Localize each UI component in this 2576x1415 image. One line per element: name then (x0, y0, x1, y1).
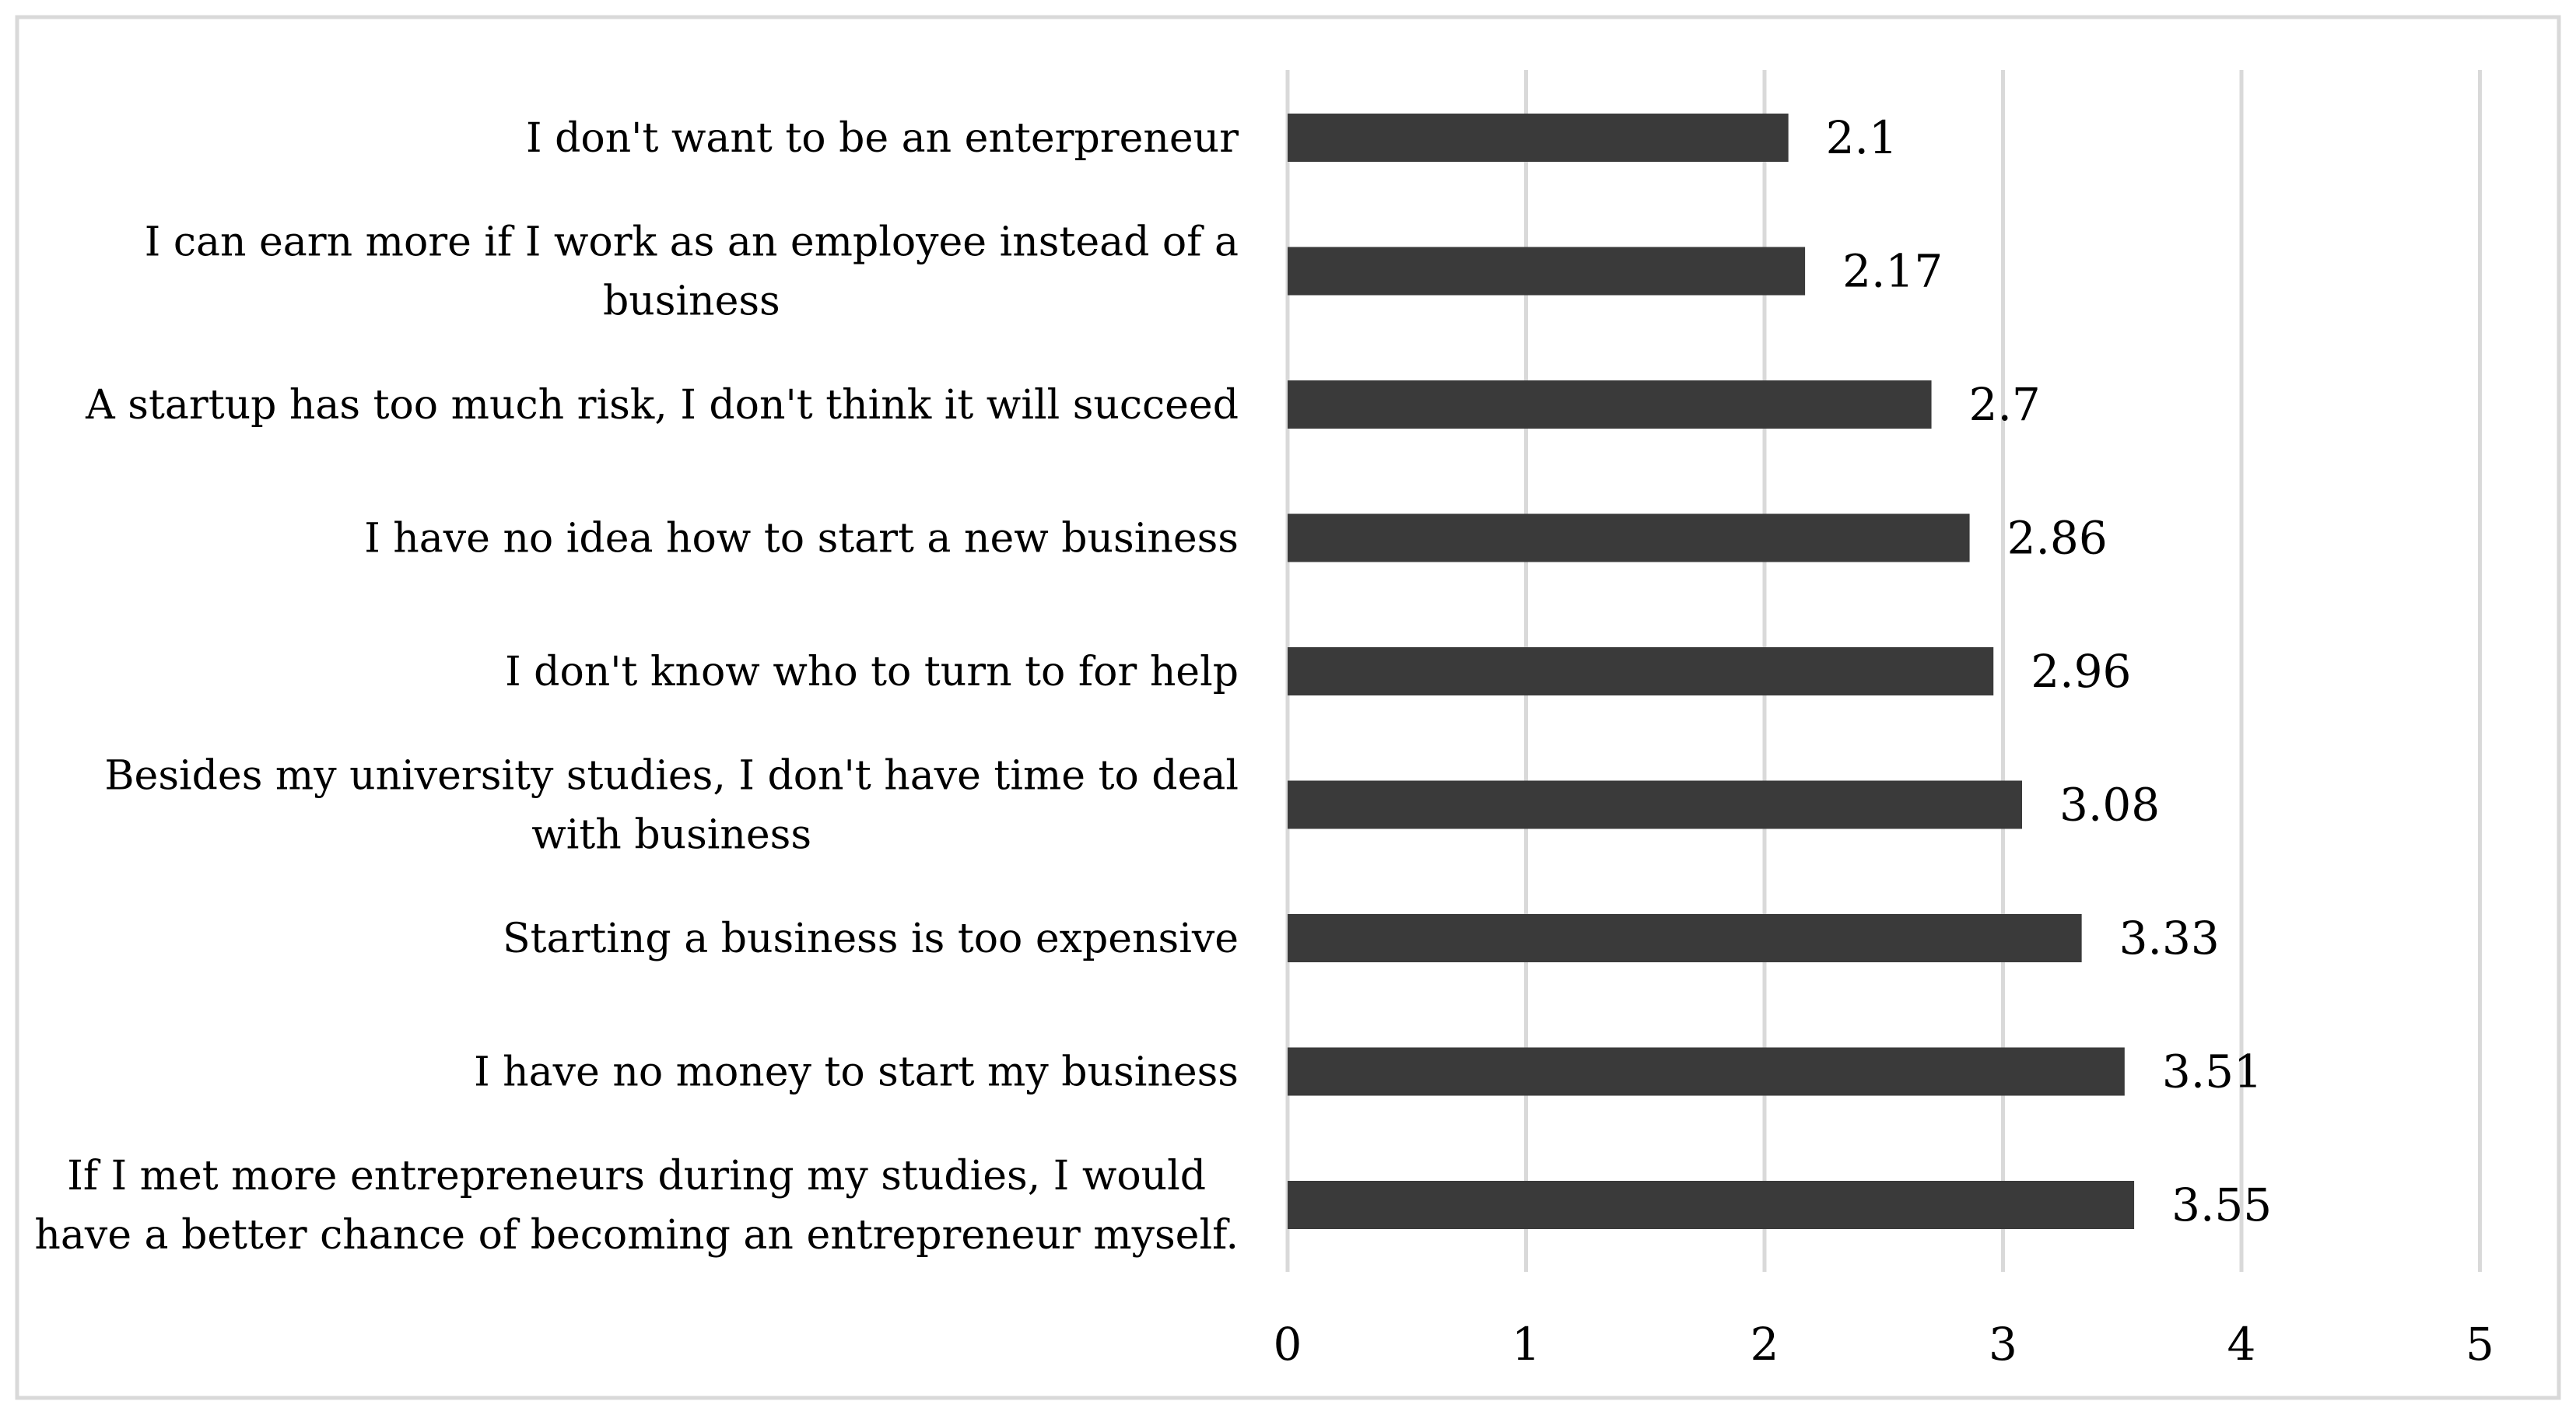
category-label-line: with business (531, 812, 811, 859)
x-tick-label-3: 3 (1989, 1318, 2017, 1371)
category-label-line: I don't know who to turn to for help (505, 649, 1239, 695)
bar-7 (1288, 914, 2082, 962)
category-label-line: If I met more entrepreneurs during my st… (67, 1153, 1206, 1200)
bar-1 (1288, 114, 1789, 162)
category-label-line: Starting a business is too expensive (503, 916, 1239, 962)
category-label-line: I have no idea how to start a new busine… (364, 516, 1239, 562)
data-labels: 2.1 2.17 2.7 2.86 2.96 3.08 3.33 3.51 3.55 (1826, 111, 2273, 1231)
bar-3 (1288, 380, 1932, 429)
bar-8 (1288, 1047, 2125, 1096)
category-label-line: I have no money to start my business (474, 1049, 1239, 1096)
data-label-6: 3.08 (2059, 779, 2160, 832)
x-tick-label-1: 1 (1512, 1318, 1540, 1371)
x-tick-label-5: 5 (2466, 1318, 2494, 1371)
category-label-line: I can earn more if I work as an employee… (145, 219, 1239, 266)
x-tick-label-0: 0 (1274, 1318, 1302, 1371)
bar-2 (1288, 247, 1806, 296)
data-label-2: 2.17 (1842, 245, 1943, 298)
category-labels: I don't want to be an enterpreneur I can … (34, 115, 1239, 1259)
bar-9 (1288, 1181, 2135, 1229)
data-label-5: 2.96 (2031, 645, 2131, 698)
data-label-1: 2.1 (1826, 111, 1898, 164)
category-label-line: A startup has too much risk, I don't thi… (85, 382, 1239, 429)
category-label-line: I don't want to be an enterpreneur (526, 115, 1239, 162)
category-label-3: A startup has too much risk, I don't thi… (85, 382, 1239, 429)
data-label-3: 2.7 (1969, 378, 2041, 431)
bar-6 (1288, 780, 2023, 829)
x-axis-tick-labels: 0 1 2 3 4 5 (1274, 1318, 2494, 1371)
category-label-line: business (603, 278, 780, 325)
category-label-4: I have no idea how to start a new busine… (364, 516, 1239, 562)
bars (1288, 114, 2135, 1229)
data-label-4: 2.86 (2007, 512, 2108, 565)
x-tick-label-4: 4 (2227, 1318, 2256, 1371)
data-label-9: 3.55 (2171, 1179, 2272, 1231)
category-label-line: have a better chance of becoming an entr… (34, 1212, 1239, 1259)
x-tick-label-2: 2 (1751, 1318, 1779, 1371)
data-label-8: 3.51 (2162, 1045, 2262, 1098)
bar-4 (1288, 513, 1970, 562)
category-label-line: Besides my university studies, I don't h… (104, 753, 1239, 800)
category-label-9: If I met more entrepreneurs during my st… (34, 1153, 1239, 1259)
data-label-7: 3.33 (2119, 912, 2220, 965)
category-label-2: I can earn more if I work as an employee… (145, 219, 1239, 325)
category-label-7: Starting a business is too expensive (503, 916, 1239, 962)
bar-5 (1288, 647, 1994, 695)
category-label-8: I have no money to start my business (474, 1049, 1239, 1096)
category-label-5: I don't know who to turn to for help (505, 649, 1239, 695)
category-label-1: I don't want to be an enterpreneur (526, 115, 1239, 162)
category-label-6: Besides my university studies, I don't h… (104, 753, 1239, 859)
